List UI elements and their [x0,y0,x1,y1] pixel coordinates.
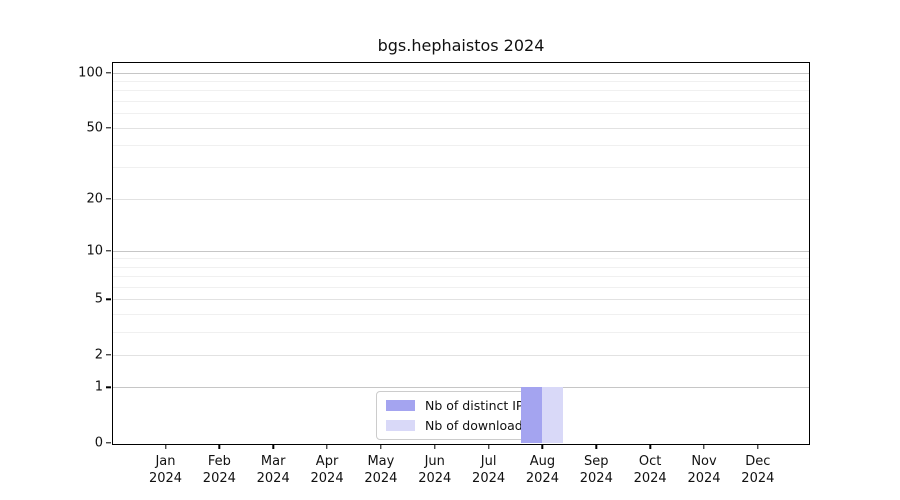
y-tick [106,249,111,252]
y-grid-minor [113,331,809,333]
y-grid-minor [113,286,809,288]
y-tick [106,198,111,200]
y-grid-major [113,198,809,200]
y-grid-major [113,387,809,389]
legend-entry-downloads: Nb of downloads [386,418,530,433]
legend-entry-distinct-ips: Nb of distinct IPs [386,398,530,413]
y-grid-minor [113,145,809,147]
x-tick-label: Dec 2024 [741,454,775,486]
x-tick-label: Jan 2024 [148,454,183,486]
y-tick-label: 0 [94,435,103,451]
y-tick [106,386,111,389]
y-tick-label: 2 [94,347,103,363]
x-tick [649,444,651,449]
x-tick-label: Jun 2024 [418,454,452,486]
x-tick-label: Feb 2024 [202,454,236,486]
x-tick-label: Oct 2024 [633,454,667,486]
x-tick [164,444,167,449]
x-tick [434,444,436,449]
y-tick-label: 10 [86,243,103,259]
y-grid-major [113,354,809,356]
chart-title: bgs.hephaistos 2024 [377,36,545,55]
x-tick [541,444,544,449]
y-tick [106,72,111,74]
y-tick-label: 5 [94,291,103,307]
legend: Nb of distinct IPs Nb of downloads [376,391,541,440]
x-tick-label: May 2024 [364,454,398,486]
legend-swatch-distinct-ips-icon [386,400,415,411]
y-grid-minor [113,266,809,268]
y-grid-minor [113,313,809,315]
x-tick [380,444,382,449]
y-tick [106,354,111,356]
bar-distinct-ips [521,387,543,443]
y-tick-label: 20 [86,191,103,207]
y-tick [106,126,111,129]
x-tick [757,444,759,449]
y-grid-minor [113,276,809,278]
x-tick [326,444,328,449]
plot-area: Nb of distinct IPs Nb of downloads 0 1 2 5 1… [78,62,810,486]
y-grid-minor [113,258,809,260]
y-tick [106,298,111,300]
y-tick-label: 1 [94,379,103,395]
y-grid-minor [113,90,809,92]
y-grid-minor [113,113,809,115]
y-grid-minor [113,167,809,169]
y-grid-major [113,299,809,301]
y-tick-label: 100 [78,65,103,81]
legend-swatch-downloads-icon [386,420,415,431]
legend-label-distinct-ips: Nb of distinct IPs [425,398,530,413]
y-grid-minor [113,100,809,102]
x-tick [487,444,490,449]
x-tick [703,444,705,449]
legend-label-downloads: Nb of downloads [425,418,530,433]
y-grid-major [113,72,809,74]
x-tick-label: Sep 2024 [579,454,613,486]
y-grid-major [113,127,809,129]
x-tick-label: Mar 2024 [256,454,290,486]
y-tick-label: 50 [86,120,103,136]
x-tick [272,444,274,449]
x-tick-label: Apr 2024 [310,454,344,486]
y-tick [106,442,111,444]
y-grid-major [113,250,809,252]
x-tick-label: Nov 2024 [687,454,721,486]
x-tick [595,444,597,449]
x-tick-label: Jul 2024 [472,454,506,486]
x-tick-label: Aug 2024 [525,454,559,486]
x-tick [218,444,221,449]
y-grid-minor [113,81,809,83]
bar-downloads [542,387,564,443]
